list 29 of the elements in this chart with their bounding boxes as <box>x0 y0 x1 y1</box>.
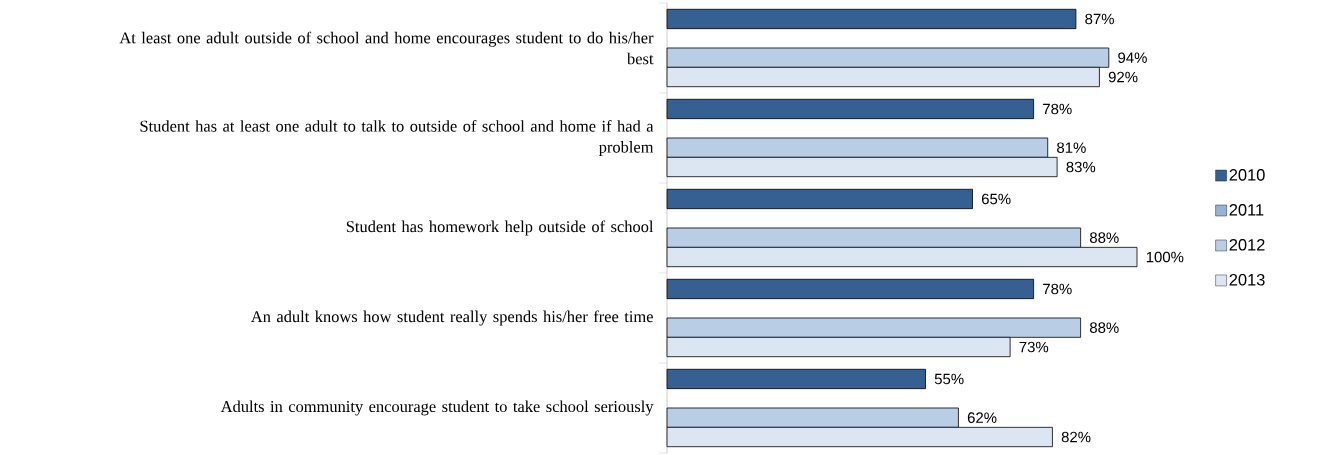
bar <box>666 188 973 210</box>
bar <box>666 98 1035 120</box>
y-tick-label: At least one adult outside of school and home encourages student to do his/her best <box>119 31 654 65</box>
legend-label: 2012 <box>1229 238 1265 251</box>
data-label: 94% <box>1118 52 1147 63</box>
data-label: 65% <box>981 193 1011 205</box>
data-label: 81% <box>1057 142 1086 153</box>
legend-label: 2010 <box>1229 169 1265 181</box>
bar <box>666 278 1035 300</box>
data-label: 55% <box>934 373 964 385</box>
data-label: 78% <box>1043 283 1072 295</box>
data-label: 88% <box>1089 232 1119 243</box>
data-label: 100% <box>1146 251 1184 263</box>
data-label: 83% <box>1066 161 1096 173</box>
data-label: 88% <box>1089 322 1119 333</box>
data-label: 87% <box>1085 13 1114 25</box>
y-tick-label: An adult knows how student really spends his/her free time <box>250 310 653 326</box>
data-label: 78% <box>1043 103 1072 115</box>
data-label: 82% <box>1061 431 1091 443</box>
data-label: 62% <box>967 412 997 423</box>
bar <box>666 8 1077 30</box>
y-tick-label: Student has at least one adult to talk to outside of school and home if had a problem <box>140 119 654 156</box>
data-label: 92% <box>1108 71 1138 83</box>
y-tick-label: Student has homework help outside of school <box>346 220 654 236</box>
bar <box>666 368 926 390</box>
data-label: 73% <box>1019 341 1049 353</box>
y-tick-label: Adults in community encourage student to take school seriously <box>220 400 654 416</box>
legend-label: 2013 <box>1229 273 1265 286</box>
legend-label: 2011 <box>1229 204 1264 216</box>
